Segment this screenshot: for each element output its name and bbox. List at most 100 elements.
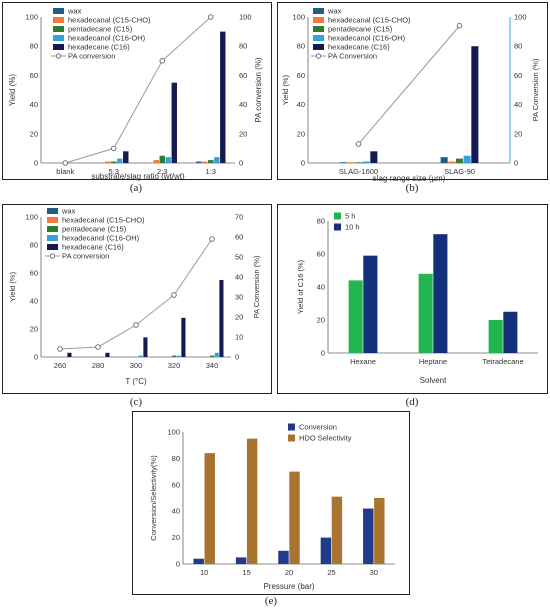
panel-label-d: (d): [405, 396, 419, 408]
panel-b: 0 20 40 60 80 100 0 20 40 60 80 100 SLAG-1600 SLAG-90…: [277, 2, 548, 183]
c-legend-swatch-3: [47, 235, 58, 241]
c-y2tick-3: 30: [235, 293, 243, 302]
b-ytick-2: 40: [297, 100, 305, 109]
b-legend-swatch-4: [313, 44, 324, 50]
chart-d-svg: 0 20 40 60 80 Hexane Heptane Tetradecane 5 h 10 h…: [296, 212, 538, 385]
e-bar-1-2: [289, 471, 300, 564]
b-bar-0-0: [339, 162, 347, 163]
a-bar-3-1: [117, 158, 123, 163]
b-line-point-1: [456, 23, 463, 29]
b-y2label: PA Conversion (%): [531, 58, 540, 121]
c-y2tick-2: 20: [235, 313, 243, 322]
b-y2tick-3: 60: [514, 71, 522, 80]
b-bar-2-0: [354, 162, 363, 163]
c-y2tick-4: 40: [235, 273, 243, 282]
a-y2tick-0: 0: [239, 159, 243, 168]
b-bar-4-1: [471, 46, 479, 164]
b-bar-4-0: [370, 151, 378, 163]
c-bar-4-1: [105, 352, 110, 357]
e-ytick-1: 20: [172, 533, 180, 542]
a-ytick-2: 40: [30, 100, 38, 109]
a-bar-2-1: [111, 161, 117, 163]
a-xtick-0: blank: [56, 167, 74, 176]
d-legend-swatch-0: [334, 212, 341, 220]
a-bar-4-1: [123, 151, 129, 163]
panel-label-e: (e): [264, 595, 278, 607]
b-y2tick-1: 20: [514, 129, 522, 138]
c-bar-2-3: [171, 355, 177, 357]
b-legend-swatch-0: [313, 8, 324, 14]
e-xtick-1: 15: [242, 568, 250, 577]
c-line-point-4: [209, 236, 215, 242]
a-line-point-3: [207, 14, 214, 20]
c-legend-label-4: hexadecane (C16): [62, 243, 124, 252]
a-legend-swatch-0: [53, 8, 64, 14]
c-line-point-3: [171, 292, 177, 298]
c-xtick-2: 300: [130, 361, 143, 370]
e-ytick-5: 100: [167, 428, 180, 437]
b-legend-swatch-3: [313, 35, 324, 41]
a-ytick-1: 20: [30, 129, 38, 138]
chart-a-svg: 0 20 40 60 80 100 0 20 40 60 80 100 blank 5:3 2:3 1:3 wa…: [8, 7, 263, 181]
c-xlabel: T (°C): [125, 377, 147, 386]
b-ytick-0: 0: [301, 159, 305, 168]
d-ytick-3: 60: [317, 250, 325, 259]
d-bar-0-0: [348, 280, 363, 353]
b-y2tick-5: 100: [514, 13, 527, 22]
c-legend-swatch-2: [47, 226, 58, 232]
b-line-point-0: [355, 141, 362, 147]
c-y2tick-0: 0: [235, 353, 239, 362]
c-legend-swatch-1: [47, 217, 58, 223]
c-legend-swatch-0: [47, 208, 58, 214]
b-legend-label-5: PA Conversion: [328, 52, 377, 61]
b-ytick-3: 60: [297, 71, 305, 80]
c-y2tick-6: 60: [235, 233, 243, 242]
b-xlabel: slag range size (µm): [373, 174, 446, 183]
c-bar-4-0: [67, 352, 72, 357]
e-legend-label-1: HDO Selectivity: [299, 434, 352, 443]
b-legend-label-2: pentadecane (C15): [328, 25, 393, 34]
d-xtick-2: Tetradecane: [482, 357, 523, 366]
e-bar-0-0: [193, 558, 204, 564]
d-ytick-2: 40: [317, 283, 325, 292]
e-xlabel: Pressure (bar): [263, 582, 314, 591]
b-ytick-4: 80: [297, 42, 305, 51]
d-ylabel: Yield of C16 (%): [296, 259, 305, 314]
c-bar-3-3: [176, 355, 181, 357]
e-bar-1-4: [374, 498, 385, 564]
d-xtick-0: Hexane: [350, 357, 376, 366]
a-legend-marker-5: [55, 53, 62, 59]
e-ytick-4: 80: [172, 454, 180, 463]
a-legend-label-2: pentadecane (C15): [68, 25, 133, 34]
a-legend-swatch-3: [53, 35, 64, 41]
c-bar-3-4: [214, 352, 219, 357]
c-xtick-1: 280: [92, 361, 105, 370]
a-y2tick-5: 100: [239, 13, 252, 22]
b-legend-label-1: hexadecanal (C15-CHO): [328, 16, 411, 25]
c-ytick-1: 20: [30, 325, 38, 334]
c-ytick-3: 60: [30, 269, 38, 278]
c-legend-label-0: wax: [61, 207, 76, 216]
c-legend-label-3: hexadecanol (C16-OH): [62, 234, 140, 243]
b-line-series: [358, 25, 460, 145]
e-bar-0-3: [320, 537, 332, 564]
c-line-point-0: [57, 346, 63, 352]
c-ytick-2: 40: [30, 297, 38, 306]
c-y2tick-1: 10: [235, 333, 243, 342]
c-xtick-4: 340: [206, 361, 219, 370]
c-legend-label-2: pentadecane (C15): [62, 225, 127, 234]
a-ylabel: Yield (%): [8, 74, 17, 106]
c-ytick-4: 80: [30, 241, 38, 250]
a-y2tick-1: 20: [239, 129, 247, 138]
e-bar-0-2: [278, 550, 289, 564]
d-bar-0-1: [418, 273, 433, 353]
b-bar-1-0: [347, 162, 355, 163]
d-xtick-1: Heptane: [419, 357, 447, 366]
d-xlabel: Solvent: [420, 376, 447, 385]
c-ytick-0: 0: [34, 353, 38, 362]
e-xtick-4: 30: [370, 568, 378, 577]
e-ytick-0: 0: [176, 560, 180, 569]
c-xtick-0: 260: [54, 361, 67, 370]
a-bar-4-2: [171, 82, 177, 163]
e-ytick-2: 40: [172, 507, 180, 516]
